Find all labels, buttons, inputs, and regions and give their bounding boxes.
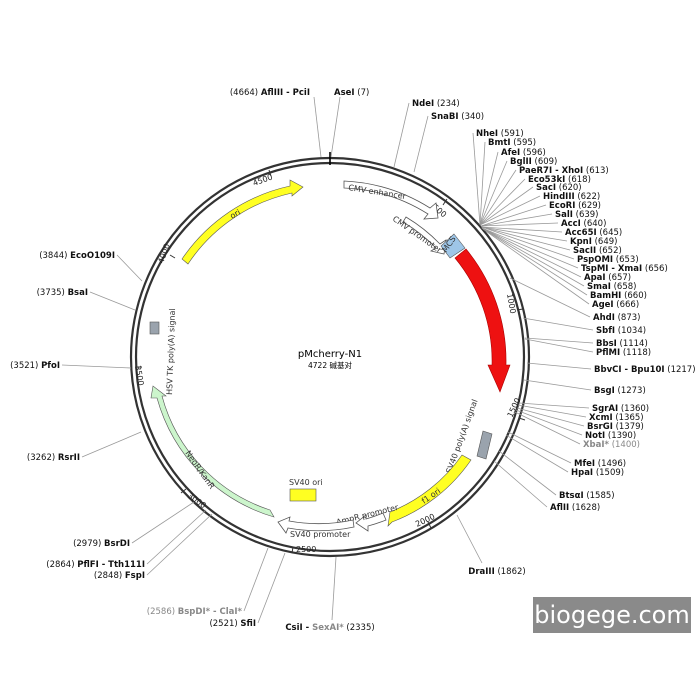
feature-cmv-promoter[interactable]: CMV promoter xyxy=(391,214,447,255)
site-label-xcmi[interactable]: XcmI (1365) xyxy=(589,413,644,423)
site-label-acc65i[interactable]: Acc65I (645) xyxy=(565,228,622,238)
site-label-paer7i-xhoi[interactable]: PaeR7I - XhoI (613) xyxy=(519,166,609,176)
tick-3000: 3000 xyxy=(186,491,208,510)
site-label-hpai[interactable]: HpaI (1509) xyxy=(571,468,624,478)
site-label-bbvci-bpu10i[interactable]: BbvCI - Bpu10I (1217) xyxy=(594,365,696,375)
site-label-sfii[interactable]: (2521) SfiI xyxy=(209,619,256,629)
feature-ori[interactable]: ori xyxy=(181,179,304,265)
feature-hsv-tk-polya[interactable]: HSV TK poly(A) signal xyxy=(149,308,177,395)
site-label-rsrii[interactable]: (3262) RsrII xyxy=(27,453,80,463)
site-label-asei[interactable]: AseI (7) xyxy=(334,88,369,98)
site-label-afliii-pcii[interactable]: (4664) AflIII - PciI xyxy=(230,88,310,98)
plasmid-title: pMcherry-N1 4722 碱基对 xyxy=(298,349,362,370)
site-label-bsrdi[interactable]: (2979) BsrDI xyxy=(73,539,130,549)
feature-sv40-promoter[interactable]: SV40 promoter xyxy=(277,516,355,539)
site-label-pflmi[interactable]: PflMI (1118) xyxy=(596,348,651,358)
plasmid-name: pMcherry-N1 xyxy=(298,349,362,360)
feature-label-sv40-ori: SV40 ori xyxy=(289,478,323,487)
site-label-hindiii[interactable]: HindIII (622) xyxy=(543,192,600,202)
site-label-kpni[interactable]: KpnI (649) xyxy=(570,237,617,247)
site-label-draiii[interactable]: DraIII (1862) xyxy=(468,567,525,577)
feature-label-neokanr: NeoR/KanR xyxy=(183,449,216,491)
site-label-bmti[interactable]: BmtI (595) xyxy=(488,138,536,148)
site-label-bsgi[interactable]: BsgI (1273) xyxy=(594,386,646,396)
site-label-sbfi[interactable]: SbfI (1034) xyxy=(596,326,646,336)
tick-2500: 2500 xyxy=(296,545,316,554)
site-label-afei[interactable]: AfeI (596) xyxy=(501,148,546,158)
site-label-ecori[interactable]: EcoRI (629) xyxy=(549,201,601,211)
tick-4000: 4000 xyxy=(156,242,171,264)
site-label-aflii[interactable]: AflII (1628) xyxy=(550,503,600,513)
site-label-bamhi[interactable]: BamHI (660) xyxy=(590,291,647,301)
site-label-bspdi-clai-[interactable]: (2586) BspDI* - ClaI* xyxy=(147,607,243,617)
site-label-xbai-[interactable]: XbaI* (1400) xyxy=(583,440,640,450)
site-label-noti[interactable]: NotI (1390) xyxy=(585,431,636,441)
site-label-bsrgi[interactable]: BsrGI (1379) xyxy=(587,422,644,432)
feature-label-hsv-tk-polya: HSV TK poly(A) signal xyxy=(165,308,177,395)
site-label-bsai[interactable]: (3735) BsaI xyxy=(37,288,88,298)
tick-3500: 3500 xyxy=(133,365,145,387)
feature-label-sv40-promoter: SV40 promoter xyxy=(290,530,351,539)
plasmid-size: 4722 碱基对 xyxy=(308,360,352,370)
site-label-bts-i[interactable]: BtsαI (1585) xyxy=(559,491,615,501)
site-label-saci[interactable]: SacI (620) xyxy=(536,183,582,193)
site-label-sacii[interactable]: SacII (652) xyxy=(573,246,622,256)
restriction-site-labels: NdeI (234) SnaBI (340) NheI (591)BmtI (595… xyxy=(10,88,695,633)
feature-neokanr[interactable]: NeoR/KanR xyxy=(150,385,275,518)
site-label-pflfi-tth111i[interactable]: (2864) PflFI - Tth111I xyxy=(46,560,145,570)
feature-sv40-ori[interactable]: SV40 ori xyxy=(289,478,323,502)
watermark: biogege.com xyxy=(533,597,691,633)
site-label-apai[interactable]: ApaI (657) xyxy=(584,273,631,283)
site-label-tspmi-xmai[interactable]: TspMI - XmaI (656) xyxy=(581,264,668,274)
site-label-fspi[interactable]: (2848) FspI xyxy=(94,571,145,581)
site-label-smai[interactable]: SmaI (658) xyxy=(587,282,636,292)
site-label-acci[interactable]: AccI (640) xyxy=(561,219,606,229)
site-label-snabi[interactable]: SnaBI (340) xyxy=(431,112,484,122)
site-label-ecoo109i[interactable]: (3844) EcoO109I xyxy=(39,251,115,261)
site-label-pfoi[interactable]: (3521) PfoI xyxy=(10,361,60,371)
tick-1000: 1000 xyxy=(505,293,517,315)
backbone xyxy=(129,152,531,558)
site-leader-lines xyxy=(61,96,594,624)
site-label-eco53ki[interactable]: Eco53kI (618) xyxy=(528,175,591,185)
site-label-sgrai[interactable]: SgrAI (1360) xyxy=(592,404,649,414)
site-label-sali[interactable]: SalI (639) xyxy=(555,210,599,220)
site-label-agei[interactable]: AgeI (666) xyxy=(592,300,639,310)
site-label-mfei[interactable]: MfeI (1496) xyxy=(574,459,626,469)
site-label-ahdi[interactable]: AhdI (873) xyxy=(593,313,640,323)
site-label-bglii[interactable]: BglII (609) xyxy=(510,157,557,167)
site-label-ndei[interactable]: NdeI (234) xyxy=(412,99,460,109)
site-label-nhei[interactable]: NheI (591) xyxy=(476,129,524,139)
site-label-csii-sexai-[interactable]: CsiI - SexAI* (2335) xyxy=(285,623,374,633)
feature-mcherry[interactable]: mCherry xyxy=(454,248,514,393)
site-label-pspomi[interactable]: PspOMI (653) xyxy=(577,255,639,265)
feature-label-cmv-promoter: CMV promoter xyxy=(391,214,444,255)
site-label-bbsi[interactable]: BbsI (1114) xyxy=(596,339,648,349)
